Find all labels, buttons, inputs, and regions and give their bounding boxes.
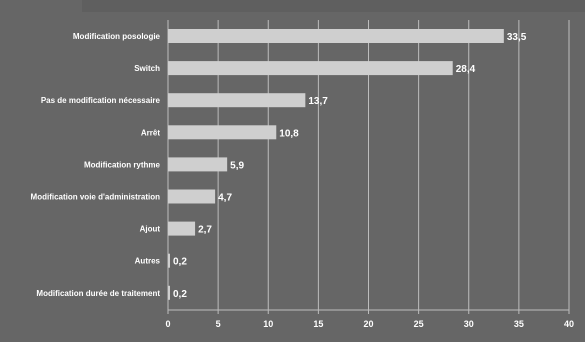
bar	[168, 61, 453, 76]
x-tick-label: 0	[165, 319, 170, 329]
bar	[168, 221, 196, 236]
bar	[168, 125, 277, 140]
category-label: Switch	[134, 64, 160, 73]
category-label: Ajout	[140, 225, 161, 234]
x-tick-label: 30	[464, 319, 474, 329]
bar	[168, 157, 228, 172]
value-label: 2,7	[198, 225, 212, 236]
x-tick-label: 15	[313, 319, 323, 329]
x-tick-label: 20	[363, 319, 373, 329]
value-label: 0,2	[173, 289, 187, 300]
category-label: Pas de modification nécessaire	[41, 96, 161, 105]
category-label: Modification posologie	[73, 32, 161, 41]
x-tick-label: 10	[263, 319, 273, 329]
value-label: 5,9	[230, 160, 244, 171]
value-label: 28,4	[456, 64, 476, 75]
x-tick-label: 25	[414, 319, 424, 329]
value-label: 4,7	[218, 193, 232, 204]
value-label: 13,7	[308, 96, 328, 107]
bar	[168, 253, 171, 268]
category-label: Autres	[135, 257, 161, 266]
value-label: 10,8	[279, 128, 299, 139]
x-tick-label: 35	[514, 319, 524, 329]
bar	[168, 93, 306, 108]
category-label: Modification voie d'administration	[31, 193, 161, 202]
x-tick-label: 40	[564, 319, 574, 329]
top-strip	[0, 0, 585, 12]
x-tick-label: 5	[216, 319, 221, 329]
value-label: 33,5	[507, 32, 527, 43]
bar	[168, 29, 504, 43]
top-notch	[0, 0, 82, 12]
value-label: 0,2	[173, 257, 187, 268]
category-label: Modification rythme	[84, 160, 161, 169]
bar	[168, 285, 171, 300]
category-label: Modification durée de traitement	[36, 289, 160, 298]
bar	[168, 189, 216, 204]
category-label: Arrêt	[141, 128, 160, 137]
